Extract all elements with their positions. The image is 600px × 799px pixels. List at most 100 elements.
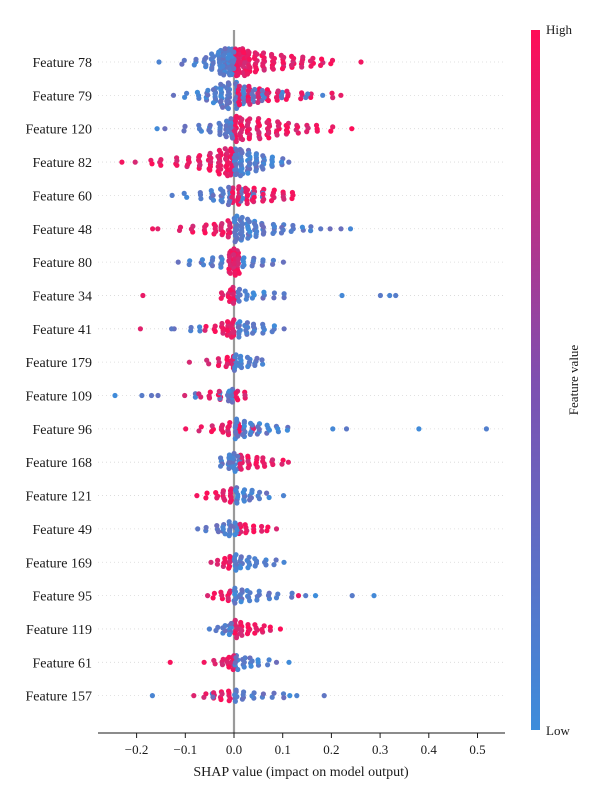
shap-point <box>261 186 267 192</box>
x-tick-label: 0.0 <box>226 742 242 757</box>
shap-point <box>245 465 251 471</box>
feature-label: Feature 120 <box>26 123 92 138</box>
shap-point <box>246 56 252 62</box>
shap-point <box>298 96 304 102</box>
shap-point <box>254 228 260 235</box>
shap-point <box>227 528 233 534</box>
shap-point <box>250 330 256 336</box>
shap-point <box>236 51 242 58</box>
shap-point <box>243 327 249 333</box>
shap-point <box>260 50 267 56</box>
shap-point <box>218 197 224 203</box>
shap-point <box>150 226 156 232</box>
shap-point <box>226 631 232 638</box>
shap-point <box>281 326 287 332</box>
shap-point <box>196 93 202 99</box>
shap-point <box>227 67 233 73</box>
shap-point <box>211 690 217 696</box>
shap-point <box>215 529 221 535</box>
shap-point <box>215 153 221 159</box>
feature-label: Feature 60 <box>33 189 92 204</box>
shap-point <box>203 62 209 68</box>
shap-point <box>233 416 240 422</box>
shap-point <box>226 388 232 394</box>
shap-point <box>207 122 213 128</box>
shap-point <box>206 395 213 401</box>
shap-point <box>224 361 230 367</box>
shap-point <box>251 529 257 535</box>
shap-point <box>264 91 270 97</box>
shap-point <box>358 59 364 65</box>
shap-point <box>198 196 204 202</box>
shap-point <box>271 562 277 568</box>
shap-point <box>225 92 231 98</box>
shap-point <box>284 129 291 135</box>
feature-label: Feature 48 <box>33 223 92 238</box>
shap-point <box>284 88 290 94</box>
shap-point <box>239 195 246 201</box>
shap-point <box>275 426 281 432</box>
shap-point <box>295 124 301 130</box>
shap-point <box>233 113 239 119</box>
shap-point <box>241 60 248 66</box>
shap-point <box>149 161 155 167</box>
shap-point <box>218 696 224 703</box>
shap-point <box>237 521 243 528</box>
shap-point <box>299 64 305 70</box>
shap-point <box>285 459 291 465</box>
shap-point <box>188 324 194 331</box>
shap-point <box>264 528 270 534</box>
shap-point <box>231 252 237 258</box>
shap-point <box>186 359 192 365</box>
colorbar-high-label: High <box>546 22 573 37</box>
shap-point <box>321 693 327 699</box>
shap-point <box>231 219 238 225</box>
shap-point <box>318 226 324 232</box>
shap-point <box>393 292 399 299</box>
shap-point <box>197 162 203 168</box>
shap-point <box>215 362 222 369</box>
shap-point <box>227 270 233 276</box>
shap-point <box>217 129 223 135</box>
shap-point <box>247 590 253 596</box>
shap-point <box>233 225 239 231</box>
shap-point <box>275 88 281 94</box>
shap-point <box>224 659 230 665</box>
shap-point <box>183 426 189 432</box>
shap-point <box>203 691 209 697</box>
shap-point <box>184 90 190 96</box>
colorbar: High Low Feature value <box>531 22 581 738</box>
shap-point <box>181 57 187 63</box>
shap-point <box>219 256 225 262</box>
shap-point <box>237 363 243 369</box>
shap-point <box>245 97 251 103</box>
shap-point <box>231 261 237 267</box>
shap-point <box>266 427 272 433</box>
shap-point <box>221 72 227 78</box>
shap-point <box>266 121 272 127</box>
shap-point <box>224 150 230 156</box>
shap-point <box>273 94 280 101</box>
shap-point <box>205 92 211 98</box>
shap-point <box>226 664 232 670</box>
shap-point <box>250 321 257 327</box>
shap-point <box>312 593 319 599</box>
shap-point <box>280 259 286 265</box>
shap-point <box>197 192 204 198</box>
shap-point <box>230 58 236 64</box>
shap-point <box>279 66 286 72</box>
shap-point <box>260 324 266 330</box>
shap-point <box>260 60 266 67</box>
shap-point <box>139 392 145 399</box>
shap-point <box>218 455 224 461</box>
shap-point <box>283 96 289 102</box>
shap-point <box>155 392 161 399</box>
shap-point <box>169 326 175 332</box>
x-tick-label: −0.1 <box>174 742 198 757</box>
shap-point <box>254 454 260 461</box>
shap-point <box>261 229 267 235</box>
shap-point <box>140 292 146 299</box>
shap-point <box>248 429 254 435</box>
shap-point <box>196 391 202 397</box>
shap-point <box>226 199 232 205</box>
